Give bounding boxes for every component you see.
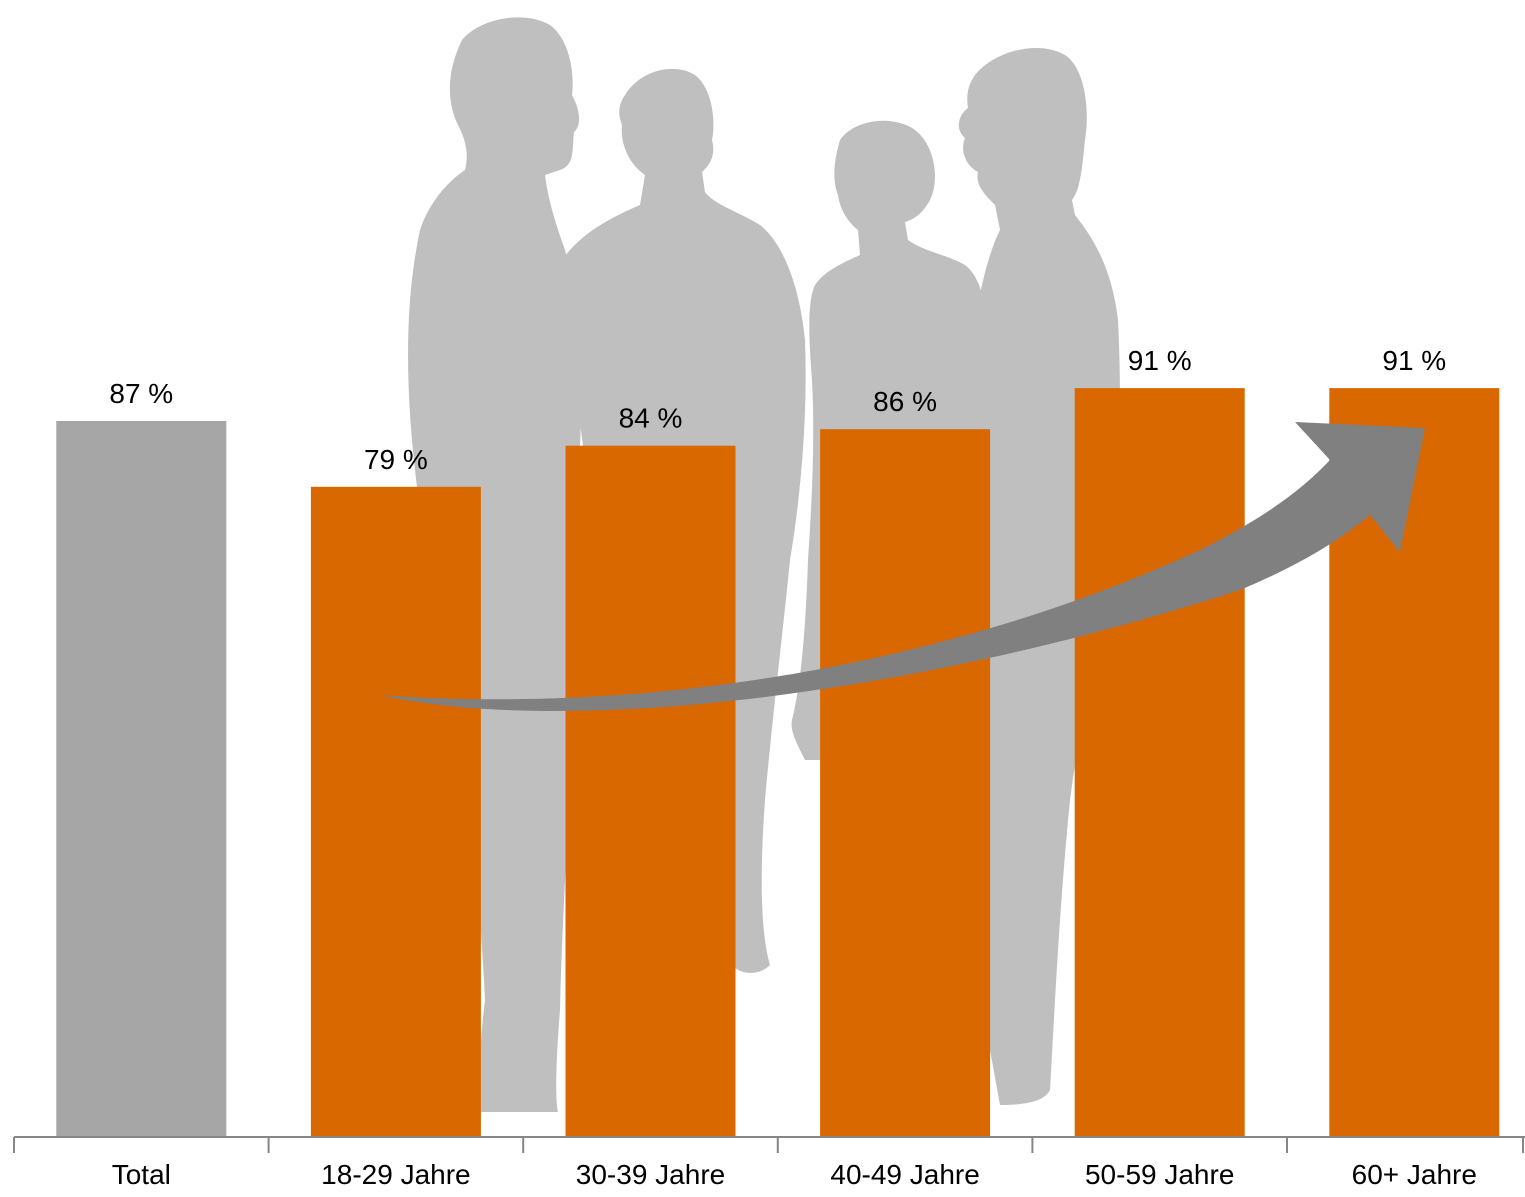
x-tick-label: Total (112, 1159, 171, 1190)
value-label: 84 % (619, 403, 683, 434)
silhouette-person-1 (408, 17, 582, 1112)
x-tick-label: 30-39 Jahre (576, 1159, 725, 1190)
bar-50-59-jahre (1074, 388, 1245, 1138)
bar-40-49-jahre (820, 429, 991, 1137)
value-labels-layer: 87 % 79 % 84 % 86 % 91 % 91 % (109, 345, 1446, 475)
x-axis: Total 18-29 Jahre 30-39 Jahre 40-49 Jahre 50… (13, 1136, 1525, 1190)
bars-layer (56, 388, 1500, 1138)
value-label: 91 % (1382, 345, 1446, 376)
trend-arrow (380, 422, 1425, 711)
value-label: 86 % (873, 386, 937, 417)
x-tick-label: 60+ Jahre (1352, 1159, 1477, 1190)
people-silhouette-image (408, 17, 1120, 1112)
x-tick-label: 40-49 Jahre (830, 1159, 979, 1190)
bar-30-39-jahre (565, 445, 736, 1137)
bar-18-29-jahre (310, 486, 481, 1137)
value-label: 91 % (1128, 345, 1192, 376)
x-tick-label: 50-59 Jahre (1085, 1159, 1234, 1190)
silhouette-person-4 (957, 47, 1120, 1106)
value-label: 79 % (364, 444, 428, 475)
x-tick-label: 18-29 Jahre (321, 1159, 470, 1190)
trend-arrow-layer (380, 422, 1425, 711)
value-label: 87 % (109, 378, 173, 409)
bar-total (56, 421, 227, 1137)
